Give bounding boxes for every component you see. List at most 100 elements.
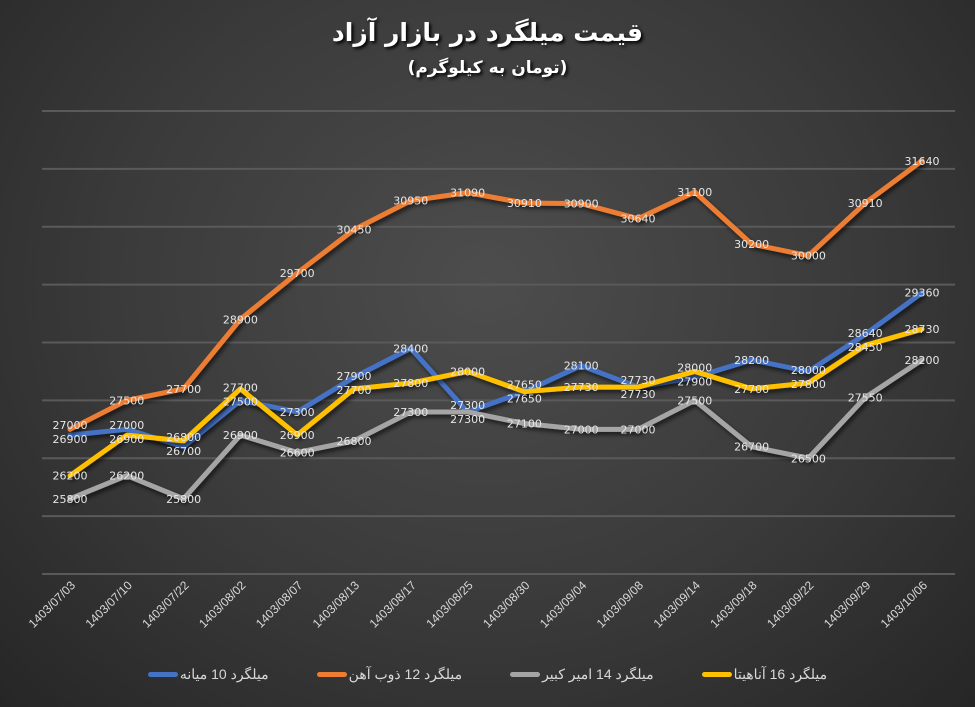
data-label: 31100 <box>677 186 712 199</box>
data-label: 26800 <box>166 431 201 444</box>
data-label: 27650 <box>507 379 542 392</box>
data-label: 30910 <box>848 197 883 210</box>
legend: میلگرد 10 میانه میلگرد 12 ذوب آهن میلگرد… <box>0 666 975 683</box>
series-line <box>67 357 925 502</box>
legend-item: میلگرد 14 امیر کبیر <box>510 666 654 683</box>
legend-swatch <box>147 672 178 677</box>
data-label: 26900 <box>280 429 315 442</box>
data-label: 29700 <box>280 267 315 280</box>
data-label: 26200 <box>53 470 88 483</box>
chart-title: قیمت میلگرد در بازار آزاد <box>331 18 644 47</box>
data-label: 27550 <box>848 391 883 404</box>
legend-swatch <box>316 672 347 677</box>
series-line <box>67 326 925 479</box>
x-tick-label: 1403/09/18 <box>707 578 760 631</box>
series-line <box>67 290 925 450</box>
series-line <box>67 158 925 432</box>
legend-label: میلگرد 14 امیر کبیر <box>542 666 654 682</box>
data-label: 30000 <box>791 250 826 263</box>
x-tick-label: 1403/07/10 <box>83 578 136 631</box>
data-label: 27500 <box>109 394 144 407</box>
series-1 <box>67 158 925 432</box>
data-label: 27500 <box>223 396 258 409</box>
data-label: 26500 <box>791 452 826 465</box>
data-label: 27300 <box>280 406 315 419</box>
x-tick-label: 1403/10/06 <box>878 578 931 631</box>
x-tick-label: 1403/09/04 <box>537 578 590 631</box>
data-label: 30900 <box>564 198 599 211</box>
x-tick-label: 1403/08/02 <box>196 578 249 631</box>
series-3 <box>67 326 925 479</box>
legend-label: میلگرد 16 آناهیتا <box>733 666 828 682</box>
data-label: 30450 <box>337 224 372 237</box>
x-tick-label: 1403/08/13 <box>310 578 363 631</box>
data-label: 28000 <box>450 365 485 378</box>
x-tick-label: 1403/08/07 <box>253 578 306 631</box>
data-label: 28000 <box>791 364 826 377</box>
data-label: 30910 <box>507 197 542 210</box>
data-label: 27800 <box>393 377 428 390</box>
x-tick-label: 1403/08/30 <box>480 578 533 631</box>
data-label: 27000 <box>564 423 599 436</box>
legend-item: میلگرد 10 میانه <box>147 666 269 683</box>
data-label: 27900 <box>677 375 712 388</box>
data-label: 28400 <box>393 342 428 355</box>
legend-label: میلگرد 12 ذوب آهن <box>348 666 463 682</box>
x-tick-label: 1403/08/25 <box>423 578 476 631</box>
data-label: 27700 <box>166 383 201 396</box>
data-label: 28000 <box>677 361 712 374</box>
data-label: 27300 <box>450 399 485 412</box>
data-label: 26900 <box>223 429 258 442</box>
x-tick-label: 1403/07/03 <box>26 578 79 631</box>
x-tick-label: 1403/09/22 <box>764 578 817 631</box>
data-label: 27100 <box>507 418 542 431</box>
data-label: 30200 <box>734 238 769 251</box>
data-label: 25800 <box>166 493 201 506</box>
data-label: 28200 <box>905 354 940 367</box>
data-label: 27730 <box>564 381 599 394</box>
data-label: 25800 <box>53 493 88 506</box>
x-tick-label: 1403/09/14 <box>651 578 704 631</box>
data-label: 27900 <box>337 370 372 383</box>
data-label: 26700 <box>166 445 201 458</box>
data-label: 28900 <box>223 313 258 326</box>
data-label: 31090 <box>450 187 485 200</box>
x-tick-label: 1403/09/29 <box>821 578 874 631</box>
data-label: 30640 <box>621 213 656 226</box>
data-label: 27000 <box>621 423 656 436</box>
x-tick-label: 1403/08/17 <box>367 578 420 631</box>
data-label: 27300 <box>393 406 428 419</box>
data-label: 26900 <box>109 433 144 446</box>
legend-label: میلگرد 10 میانه <box>179 666 269 682</box>
x-tick-label: 1403/09/08 <box>594 578 647 631</box>
data-label: 26700 <box>734 441 769 454</box>
data-label: 26600 <box>280 446 315 459</box>
data-label: 27700 <box>223 382 258 395</box>
data-label: 31640 <box>905 155 940 168</box>
data-label: 28640 <box>848 327 883 340</box>
data-label: 27730 <box>621 374 656 387</box>
data-label: 28200 <box>734 354 769 367</box>
data-label: 30950 <box>393 195 428 208</box>
data-label: 29360 <box>905 287 940 300</box>
data-label: 27000 <box>53 419 88 432</box>
series-2 <box>67 357 925 502</box>
data-label: 27500 <box>677 394 712 407</box>
data-label: 26900 <box>53 433 88 446</box>
data-label: 27300 <box>450 413 485 426</box>
legend-item: میلگرد 12 ذوب آهن <box>316 666 463 683</box>
data-label: 28100 <box>564 360 599 373</box>
data-label: 27700 <box>734 383 769 396</box>
legend-swatch <box>701 672 732 677</box>
data-label: 26800 <box>337 435 372 448</box>
data-label: 28450 <box>848 341 883 354</box>
data-label: 27800 <box>791 378 826 391</box>
data-label: 27000 <box>109 419 144 432</box>
data-label: 26200 <box>109 470 144 483</box>
chart-subtitle: (تومان به کیلوگرم) <box>407 58 568 78</box>
data-label: 27700 <box>337 384 372 397</box>
data-label: 27730 <box>621 388 656 401</box>
data-label: 27650 <box>507 393 542 406</box>
